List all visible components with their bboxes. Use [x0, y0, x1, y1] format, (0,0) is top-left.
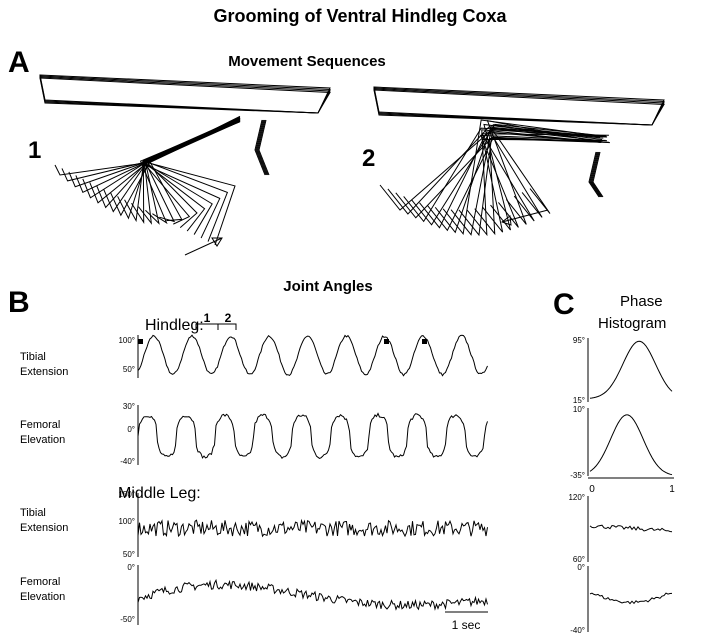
- y-tick-label: 15°: [573, 396, 585, 405]
- marker: [138, 339, 143, 344]
- leg-stick: [480, 134, 608, 228]
- sequence-label: 2: [362, 145, 375, 172]
- row-label: Tibial: [20, 507, 46, 519]
- coxa: [589, 151, 601, 198]
- arrow: [184, 237, 223, 256]
- row-label: Femoral: [20, 576, 60, 588]
- body-outline: [373, 89, 665, 126]
- y-tick-label: 30°: [123, 402, 135, 411]
- leg-stick: [131, 117, 241, 224]
- row-label: Femoral: [20, 419, 60, 431]
- scale-label: 1 sec: [452, 618, 481, 632]
- x-tick-label: 1: [669, 484, 675, 495]
- y-tick-label: -40°: [120, 457, 135, 466]
- panel-title: Movement Sequences: [228, 53, 386, 70]
- row-label: Elevation: [20, 434, 65, 446]
- coxa: [590, 151, 602, 198]
- body-outline: [39, 77, 331, 114]
- y-tick-label: -35°: [570, 471, 585, 480]
- histogram-trace: [589, 414, 673, 476]
- leg-label: Middle Leg:: [118, 485, 201, 502]
- leg-stick: [411, 123, 607, 226]
- leg-stick: [419, 131, 602, 229]
- phase-label: 1: [204, 311, 211, 325]
- coxa: [255, 119, 267, 176]
- trace: [137, 412, 488, 459]
- leg-stick: [138, 121, 241, 225]
- panel-title: Histogram: [598, 315, 666, 332]
- coxa: [258, 119, 270, 176]
- arrow-head: [500, 215, 512, 226]
- panel-title: Phase: [620, 293, 663, 310]
- row-label: Tibial: [20, 351, 46, 363]
- panel-letter: C: [553, 288, 575, 321]
- arrow: [501, 209, 549, 223]
- y-tick-label: 150°: [118, 490, 135, 499]
- row-label: Extension: [20, 366, 68, 378]
- leg-stick: [490, 127, 603, 214]
- leg-stick: [144, 117, 241, 228]
- coxa: [254, 119, 266, 176]
- y-tick-label: 120°: [568, 493, 585, 502]
- row-label: Extension: [20, 522, 68, 534]
- y-tick-label: -40°: [570, 626, 585, 635]
- panel-letter: A: [8, 46, 30, 79]
- coxa: [591, 151, 603, 198]
- y-tick-label: 60°: [573, 555, 585, 564]
- leg-stick: [434, 124, 601, 234]
- leg-stick: [141, 118, 241, 232]
- y-tick-label: 10°: [573, 405, 585, 414]
- histogram-trace: [589, 340, 673, 399]
- leg-stick: [103, 118, 241, 213]
- leg-stick: [486, 119, 602, 225]
- sequence-label: 1: [28, 137, 41, 164]
- marker: [422, 339, 427, 344]
- leg-stick: [458, 124, 604, 237]
- y-tick-label: 95°: [573, 336, 585, 345]
- histogram-trace: [589, 592, 673, 605]
- phase-bracket: [195, 323, 237, 330]
- arrow-head: [211, 237, 223, 247]
- coxa: [256, 119, 268, 176]
- figure-title: Grooming of Ventral Hindleg Coxa: [213, 6, 507, 26]
- leg-stick: [143, 119, 241, 246]
- panel-title: Joint Angles: [283, 278, 372, 295]
- y-tick-label: 100°: [118, 336, 135, 345]
- leg-stick: [483, 123, 603, 231]
- coxa: [588, 151, 600, 198]
- coxa: [592, 151, 604, 198]
- y-tick-label: 0°: [127, 425, 135, 434]
- leg-stick: [442, 119, 607, 236]
- leg-label: Hindleg:: [145, 317, 204, 334]
- y-tick-label: 100°: [118, 517, 135, 526]
- trace: [137, 518, 488, 538]
- x-tick-label: 0: [589, 484, 595, 495]
- trace: [137, 334, 488, 377]
- marker: [384, 339, 389, 344]
- leg-stick: [492, 136, 610, 218]
- y-tick-label: 50°: [123, 550, 135, 559]
- leg-stick: [466, 129, 601, 237]
- leg-stick: [147, 119, 241, 242]
- phase-label: 2: [225, 311, 232, 325]
- histogram-trace: [589, 524, 673, 533]
- leg-stick: [426, 137, 609, 232]
- coxa: [257, 119, 269, 176]
- leg-stick: [148, 117, 241, 222]
- y-tick-label: 0°: [577, 563, 585, 572]
- trace: [137, 578, 488, 611]
- row-label: Elevation: [20, 591, 65, 603]
- panel-letter: B: [8, 286, 30, 319]
- y-tick-label: 50°: [123, 365, 135, 374]
- y-tick-label: 0°: [127, 563, 135, 572]
- y-tick-label: -50°: [120, 615, 135, 624]
